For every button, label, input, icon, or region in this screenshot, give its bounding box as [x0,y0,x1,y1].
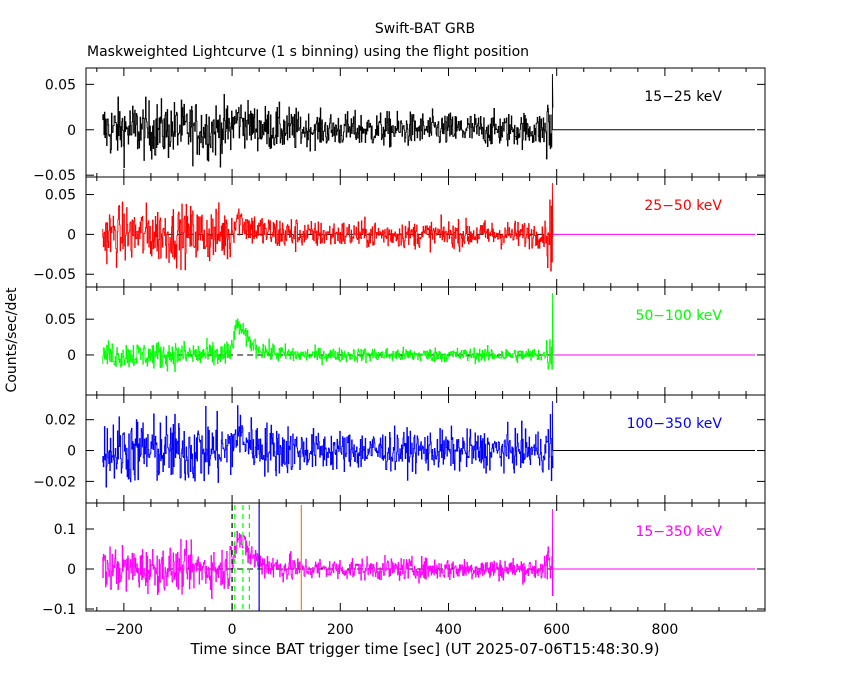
y-tick-label: 0 [67,348,76,364]
y-tick-label: 0.1 [54,522,76,538]
x-tick-label: 600 [543,622,570,638]
y-tick-label: −0.05 [33,168,76,184]
x-tick-label: 800 [652,622,679,638]
lightcurve-series [102,182,554,272]
y-tick-label: 0.05 [45,312,76,328]
x-axis-label: Time since BAT trigger time [sec] (UT 20… [190,640,660,658]
panel-frame [85,502,766,612]
x-tick-label: 400 [435,622,462,638]
y-tick-label: −0.1 [42,602,76,618]
x-tick-label: −200 [105,622,143,638]
x-tick-label: 0 [228,622,237,638]
y-tick-label: 0.02 [45,413,76,429]
y-tick-label: 0.05 [45,188,76,204]
band-label: 15−350 keV [635,524,722,540]
band-label: 100−350 keV [627,416,723,432]
y-tick-label: 0 [67,227,76,243]
lightcurve-series [102,73,554,168]
y-tick-label: 0 [67,562,76,578]
panel-frame [85,286,766,396]
band-label: 25−50 keV [644,198,722,214]
y-tick-label: −0.02 [33,474,76,490]
chart-subtitle: Maskweighted Lightcurve (1 s binning) us… [87,44,530,60]
y-tick-label: −0.05 [33,267,76,283]
y-tick-label: 0 [67,123,76,139]
panel-frame [85,67,766,178]
band-label: 50−100 keV [635,308,722,324]
chart-title: Swift-BAT GRB [374,21,476,37]
y-tick-label: 0 [67,444,76,460]
y-tick-label: 0.05 [45,77,76,93]
x-tick-label: 200 [327,622,354,638]
lightcurve-series [102,508,554,599]
lightcurve-series [102,400,554,488]
lightcurve-series [102,292,554,372]
band-label: 15−25 keV [644,89,722,105]
